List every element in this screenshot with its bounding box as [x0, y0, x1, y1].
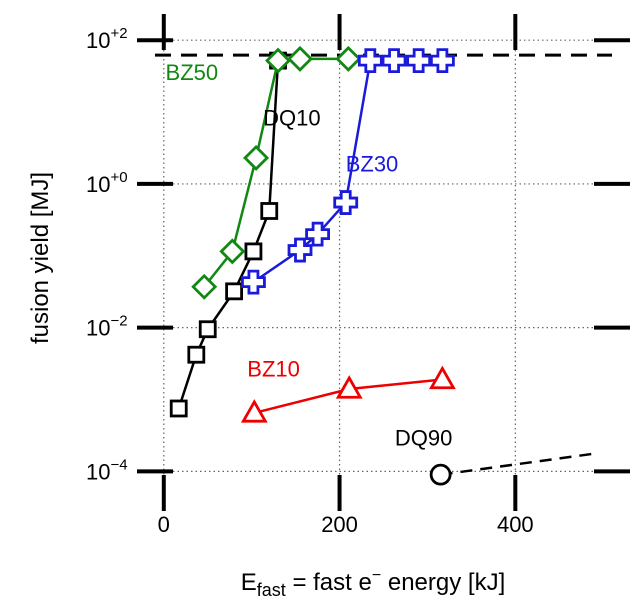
bz10-point [240, 399, 268, 423]
bz50-point [191, 273, 218, 300]
series-dq90 [429, 451, 599, 486]
dq10-point [198, 320, 217, 339]
x-tick-label: 0 [158, 512, 170, 537]
series-bz50 [191, 45, 362, 300]
bz30-point [287, 237, 313, 263]
x-tick-label: 400 [497, 512, 534, 537]
series-label-dq10: DQ10 [263, 105, 320, 130]
bz30-point [241, 269, 266, 295]
y-axis-label: fusion yield [MJ] [27, 172, 54, 344]
dq10-point [187, 345, 206, 364]
dq10-point [260, 202, 279, 220]
bz50-point [265, 47, 292, 74]
x-tick-label: 200 [321, 512, 358, 537]
x-axis-label-main: E [241, 569, 257, 596]
x-axis-label-sup: − [372, 567, 381, 584]
y-tick-label: 10−2 [86, 313, 128, 341]
bz30-point [305, 221, 330, 247]
x-axis-label-sub: fast [257, 580, 286, 600]
series-label-bz50: BZ50 [166, 60, 219, 85]
bz10-point [335, 375, 363, 399]
bz10-point [428, 365, 456, 390]
axes: 0 200 400 10−4 10−2 10+0 10+2 [86, 14, 630, 537]
bz50-point [287, 45, 313, 72]
y-tick-label: 10+0 [86, 169, 128, 197]
x-axis-label-end: energy [kJ] [381, 569, 505, 596]
series-label-bz10: BZ10 [247, 356, 300, 381]
y-tick-label: 10−4 [86, 456, 128, 484]
bz30-point [357, 48, 383, 73]
series-bz30 [241, 48, 455, 295]
series-labels: BZ50 DQ10 BZ30 BZ10 DQ90 [166, 60, 453, 450]
dq90-point [429, 463, 452, 486]
series-bz10 [240, 365, 456, 423]
x-axis-label-rest: = fast e [286, 569, 372, 596]
grid-lines [155, 32, 612, 493]
bz30-point [406, 48, 432, 73]
series-label-dq90: DQ90 [395, 425, 452, 450]
bz30-point [429, 48, 455, 73]
bz30-point [333, 190, 359, 215]
bz50-point [219, 238, 246, 265]
dq10-point [244, 242, 263, 261]
y-tick-label: 10+2 [86, 25, 128, 53]
series-layer [169, 45, 599, 486]
dq10-point [169, 399, 188, 418]
series-label-bz30: BZ30 [346, 151, 399, 176]
x-axis-label: Efast = fast e− energy [kJ] [241, 567, 506, 600]
bz30-point [381, 48, 407, 73]
bz50-point [335, 45, 362, 72]
series-line-dq90 [440, 451, 599, 476]
dq10-point [225, 282, 243, 301]
bz50-point [243, 144, 270, 171]
